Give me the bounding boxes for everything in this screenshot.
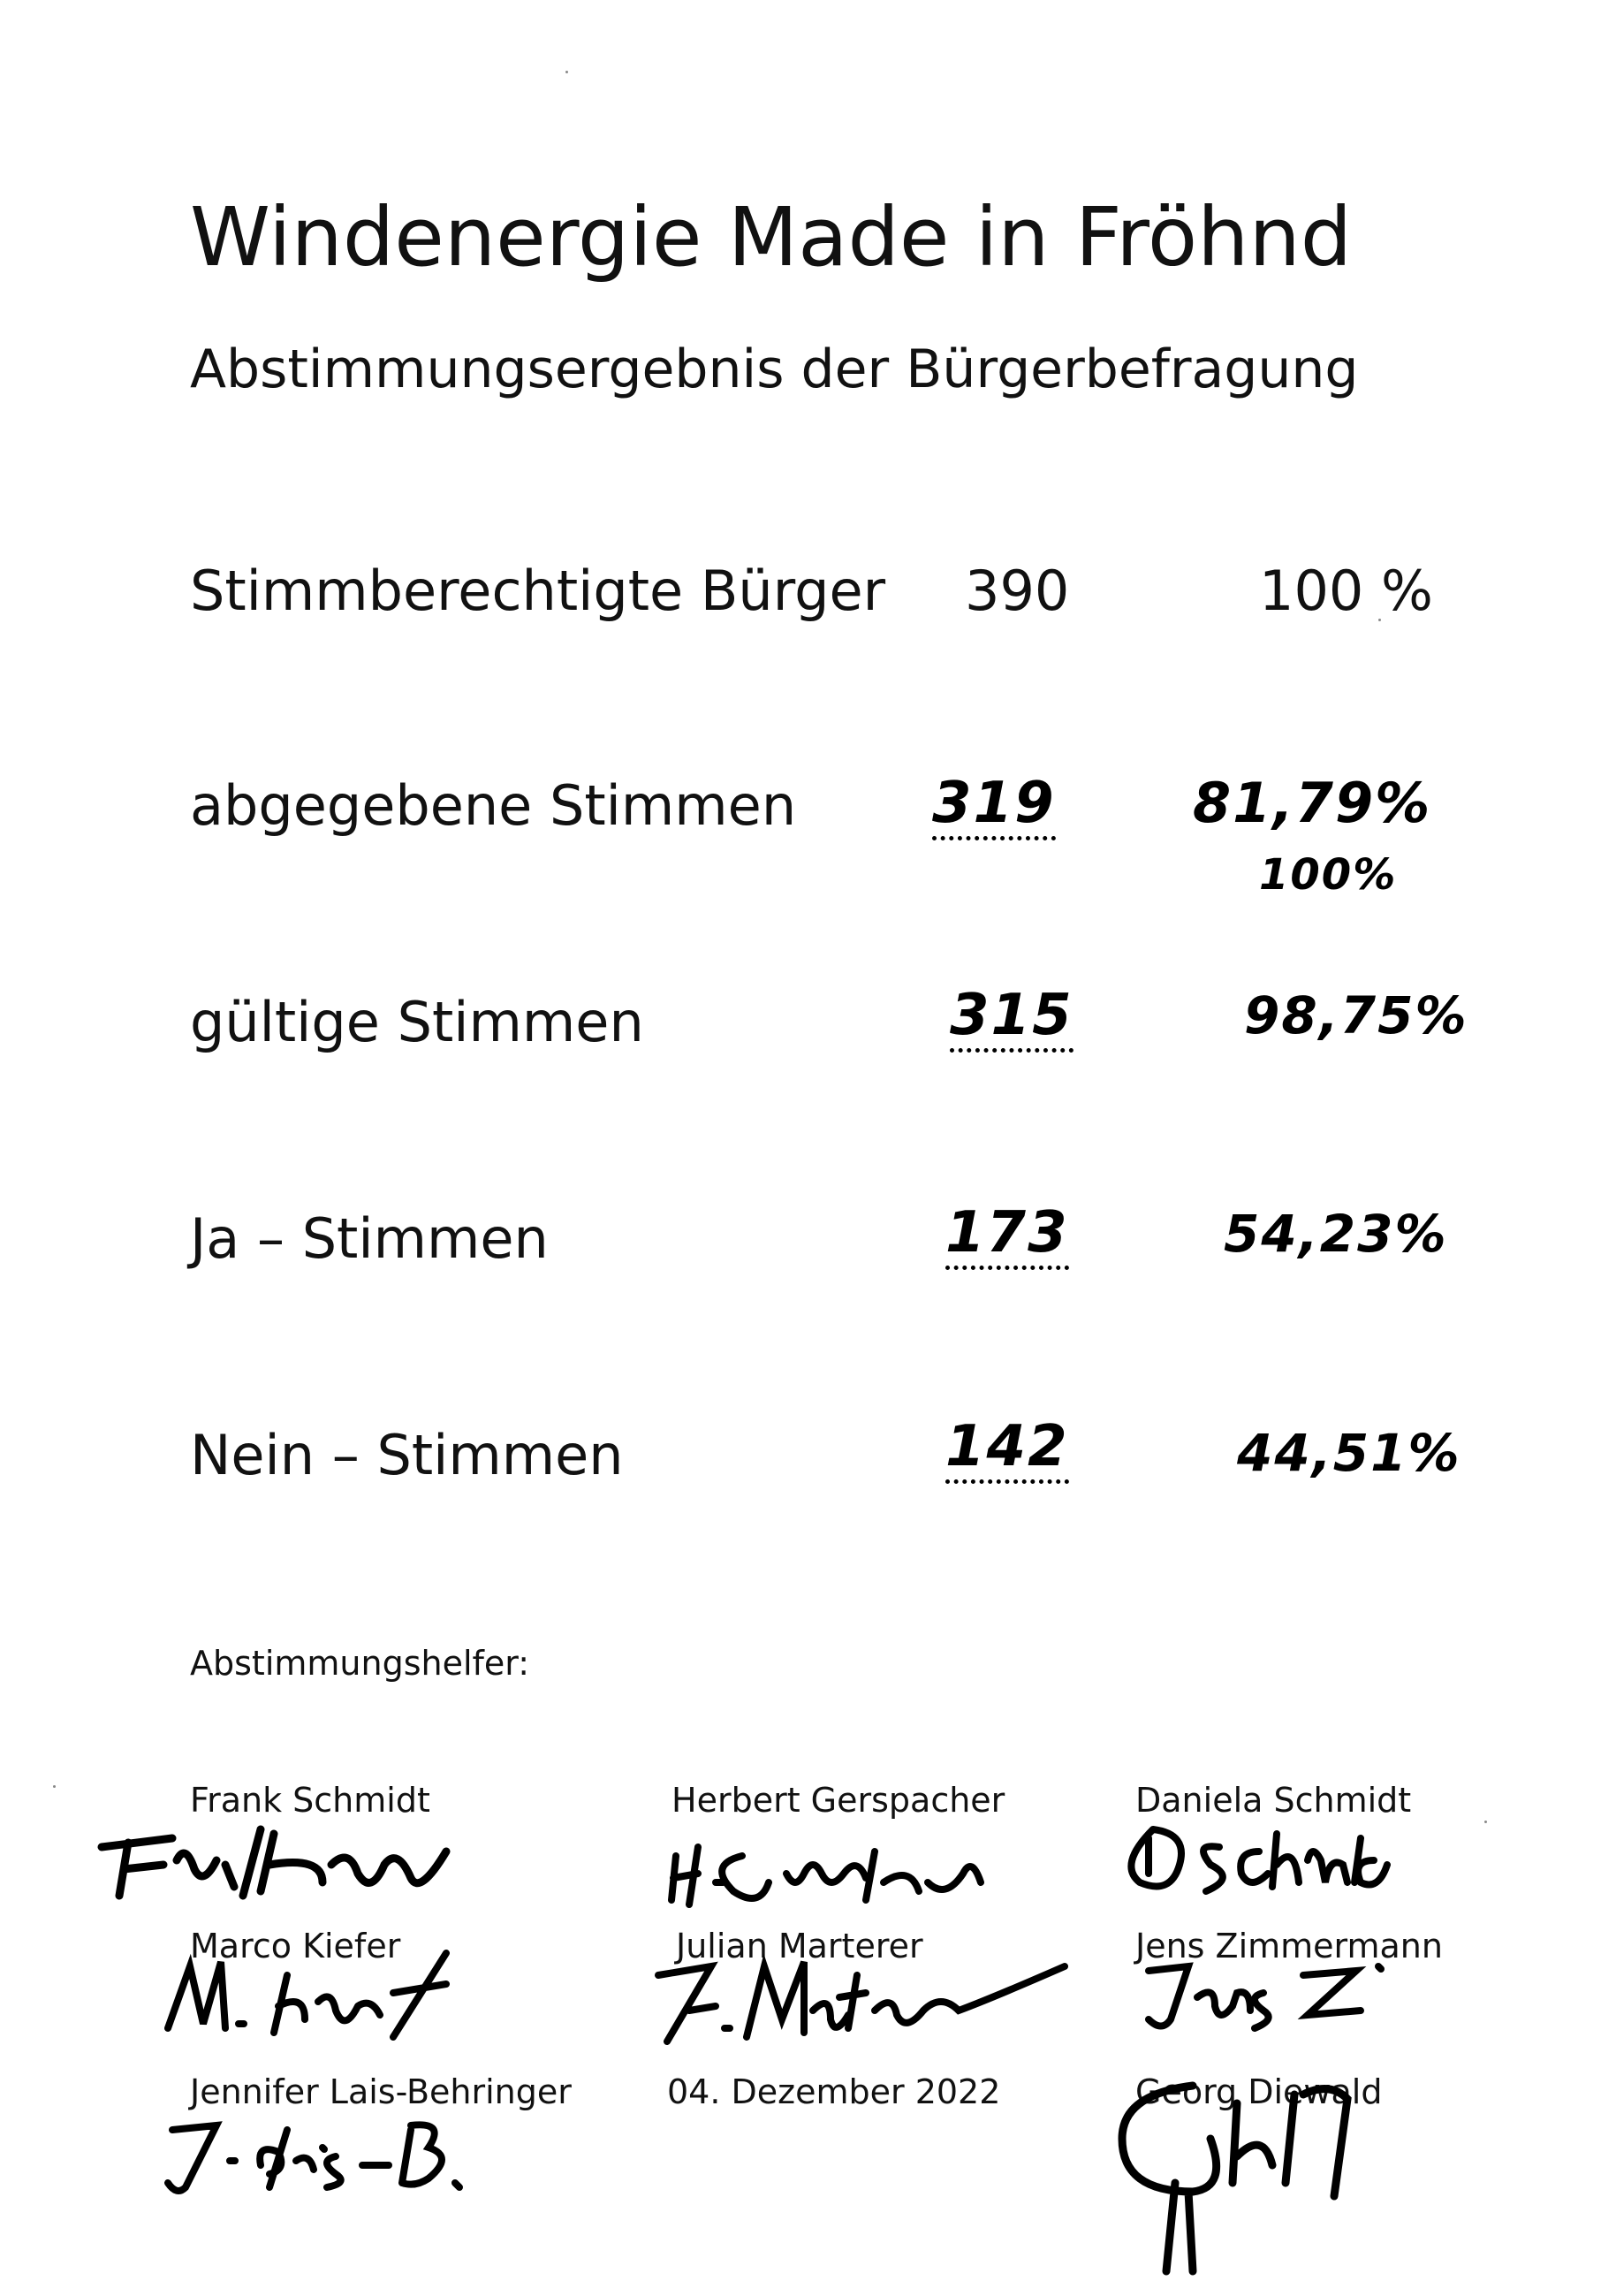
row-percent-yes: 54,23%	[1224, 1204, 1448, 1264]
signature-daniela-schmidt	[1127, 1812, 1427, 1904]
helper-name-marco-kiefer: Marco Kiefer	[190, 1927, 401, 1965]
row-percent-cast-extra: 100%	[1259, 850, 1398, 900]
helper-name-jennifer-lais-behringer: Jennifer Lais-Behringer	[190, 2072, 572, 2111]
row-percent-eligible: 100 %	[1259, 559, 1433, 623]
row-count-yes: 173	[945, 1200, 1069, 1270]
helpers-heading: Abstimmungshelfer:	[190, 1644, 530, 1683]
row-count-no: 142	[945, 1414, 1069, 1484]
signature-julian-marterer	[649, 1940, 1074, 2058]
document-date: 04. Dezember 2022	[667, 2072, 1001, 2111]
scan-speck	[565, 71, 568, 73]
document-title: Windenergie Made in Fröhnd	[190, 190, 1353, 285]
signature-jens-zimmermann	[1135, 1953, 1400, 2036]
scan-speck	[1484, 1821, 1487, 1823]
row-count-eligible: 390	[965, 559, 1070, 623]
signature-herbert-gerspacher	[663, 1821, 1016, 1921]
row-label-no: Nein – Stimmen	[190, 1423, 624, 1487]
row-label-valid: gültige Stimmen	[190, 990, 644, 1054]
scan-speck	[1378, 619, 1381, 621]
helper-name-herbert-gerspacher: Herbert Gerspacher	[671, 1781, 1005, 1820]
row-count-valid: 315	[950, 983, 1074, 1053]
helper-name-daniela-schmidt: Daniela Schmidt	[1135, 1781, 1412, 1820]
signature-georg-diewald	[1104, 2068, 1387, 2284]
row-count-cast: 319	[932, 771, 1056, 840]
row-percent-cast: 81,79%	[1193, 771, 1432, 835]
signature-marco-kiefer	[155, 1940, 473, 2058]
row-percent-valid: 98,75%	[1244, 985, 1468, 1045]
row-label-cast: abgegebene Stimmen	[190, 773, 797, 838]
row-label-eligible: Stimmberechtigte Bürger	[190, 559, 886, 623]
signature-frank-schmidt	[93, 1812, 499, 1912]
helper-name-julian-marterer: Julian Marterer	[676, 1927, 923, 1965]
helper-name-jens-zimmermann: Jens Zimmermann	[1135, 1927, 1443, 1965]
document-subtitle: Abstimmungsergebnis der Bürgerbefragung	[190, 338, 1359, 400]
row-percent-no: 44,51%	[1237, 1423, 1461, 1483]
scan-speck	[53, 1785, 56, 1788]
row-label-yes: Ja – Stimmen	[190, 1206, 549, 1271]
helper-name-frank-schmidt: Frank Schmidt	[190, 1781, 430, 1820]
signature-jennifer-lais-behringer	[163, 2103, 499, 2204]
